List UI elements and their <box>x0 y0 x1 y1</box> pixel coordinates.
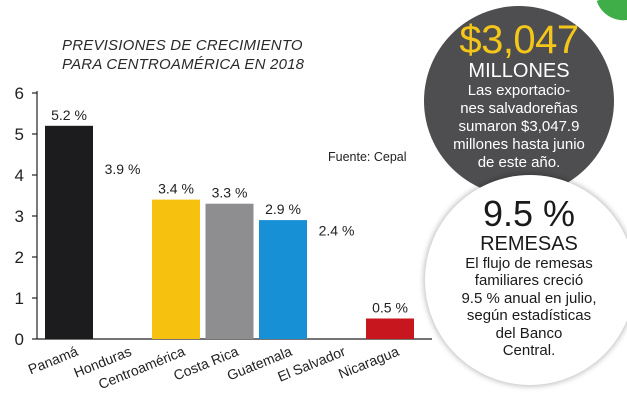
bar-value-label: 0.5 % <box>372 300 408 316</box>
y-tick-label: 2 <box>15 248 24 267</box>
bar-value-label: 3.3 % <box>212 185 248 201</box>
y-tick-label: 5 <box>15 125 24 144</box>
y-tick-label: 0 <box>15 330 24 349</box>
exports-text-line: sumaron $3,047.9 <box>458 118 580 135</box>
bar-value-label: 2.9 % <box>265 201 301 217</box>
remittances-text: El flujo de remesas familiares creció 9.… <box>461 255 596 360</box>
exports-callout: $3,047 MILLONES Las exportacio- nes salv… <box>424 6 614 196</box>
bar <box>259 220 307 339</box>
exports-text-line: de este año. <box>477 154 561 171</box>
exports-text-line: millones hasta junio <box>453 136 585 153</box>
bar-value-label: 3.4 % <box>158 181 194 197</box>
bar <box>366 318 414 339</box>
bar-value-label: 3.9 % <box>105 161 141 177</box>
bars <box>45 125 414 339</box>
bar <box>45 125 93 339</box>
x-tick-label: Nicaragua <box>336 343 401 382</box>
chart-title-line-2: PARA CENTROAMÉRICA EN 2018 <box>62 56 305 73</box>
bar <box>152 199 200 339</box>
chart-title-line-1: PREVISIONES DE CRECIMIENTO <box>62 37 303 54</box>
remittances-rate: 9.5 % <box>482 192 576 234</box>
bar-value-label: 2.4 % <box>319 223 355 239</box>
source-note: Fuente: Cepal <box>328 150 407 164</box>
y-tick-label: 6 <box>15 84 24 103</box>
remittances-text-line: El flujo de remesas <box>465 254 593 272</box>
y-tick-label: 1 <box>15 289 24 308</box>
y-tick-label: 3 <box>15 207 24 226</box>
remittances-text-line: familiares creció <box>474 272 584 289</box>
exports-heading: MILLONES <box>468 60 570 82</box>
exports-text-line: nes salvadoreñas <box>460 100 578 117</box>
remittances-text-line: Central. <box>502 342 556 359</box>
remittances-heading: REMESAS <box>480 232 578 255</box>
bar <box>205 203 254 339</box>
remittances-text-line: 9.5 % anual en julio, <box>461 289 597 307</box>
y-tick-label: 4 <box>15 166 24 185</box>
remittances-text-line: según estadísticas <box>466 307 592 324</box>
exports-text-line: Las exportacio- <box>467 82 571 99</box>
bar-value-label: 5.2 % <box>51 107 87 123</box>
x-tick-label: Panamá <box>26 343 81 377</box>
exports-amount: $3,047 <box>459 18 579 62</box>
remittances-text-line: del Banco <box>495 324 563 342</box>
value-labels: 5.2 % 3.9 % 3.4 % 3.3 % 2.9 % 2.4 % 0.5 % <box>51 107 408 316</box>
exports-text: Las exportacio- nes salvadoreñas sumaron… <box>453 82 585 172</box>
remittances-callout: 9.5 % REMESAS El flujo de remesas famili… <box>425 175 627 385</box>
